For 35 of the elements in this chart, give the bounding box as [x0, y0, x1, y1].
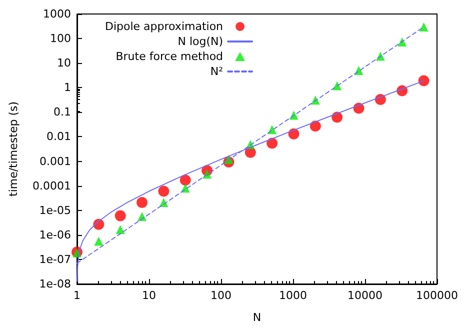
- legend-label: Brute force method: [116, 50, 224, 63]
- y-tick-label: 100: [50, 32, 71, 46]
- point: [418, 75, 430, 86]
- x-tick-label: 10: [142, 289, 156, 302]
- point: [332, 112, 343, 123]
- y-tick-label: 1000: [43, 8, 71, 20]
- y-tick-label: 0.1: [54, 106, 71, 119]
- x-tick-label: 1: [74, 289, 80, 302]
- point: [310, 120, 321, 132]
- y-tick-label: 10: [57, 56, 71, 70]
- x-tick-label: 100: [210, 289, 232, 302]
- legend-label: N log(N): [178, 35, 224, 48]
- y-tick-label: 0.0001: [32, 179, 71, 192]
- point: [288, 128, 300, 140]
- x-tick-label: 100000: [416, 289, 458, 302]
- y-tick-label: 0.01: [46, 130, 71, 144]
- y-axis-title: time/timestep (s): [7, 101, 20, 197]
- point: [136, 196, 148, 208]
- x-tick-label: 1000: [279, 289, 307, 302]
- point: [158, 186, 170, 197]
- point: [114, 210, 126, 222]
- point: [266, 138, 278, 149]
- x-tick-label: 10000: [348, 289, 382, 302]
- y-tick-label: 0.001: [40, 154, 71, 168]
- point: [180, 174, 191, 186]
- point: [419, 22, 428, 32]
- y-tick-label: 1e-07: [39, 252, 71, 266]
- legend-label: Dipole approximation: [105, 20, 224, 33]
- point: [94, 236, 104, 246]
- y-tick-label: 1e-08: [39, 278, 71, 290]
- x-axis-title: N: [252, 311, 262, 324]
- y-tick-label: 1e-05: [39, 204, 71, 217]
- y-tick-label: 1: [64, 81, 71, 94]
- y-tick-label: 1e-06: [39, 228, 71, 242]
- legend-label: N²: [210, 65, 224, 78]
